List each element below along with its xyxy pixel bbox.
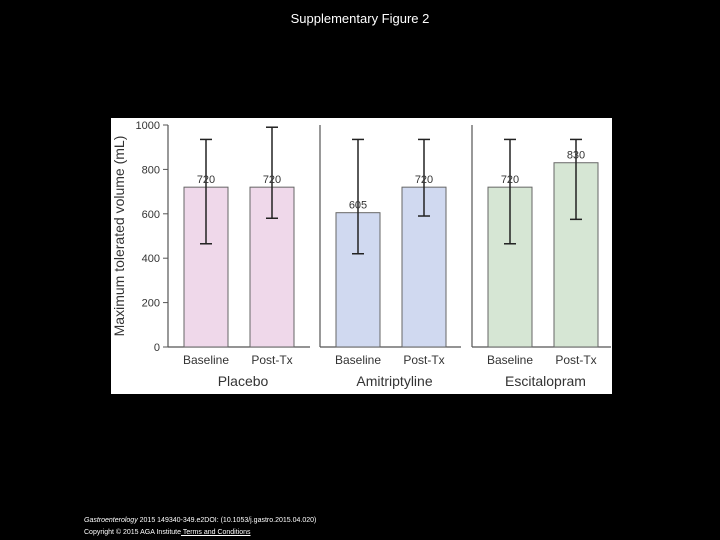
y-tick-label: 800 (142, 164, 160, 176)
y-tick-label: 200 (142, 298, 160, 310)
category-label: Post-Tx (555, 353, 596, 367)
terms-and-conditions-link[interactable]: Terms and Conditions (181, 529, 251, 536)
bar-chart-figure: Maximum tolerated volume (mL) 0 200 400 600 8… (111, 118, 612, 394)
y-tick-label: 0 (154, 342, 160, 354)
category-label: Post-Tx (403, 353, 444, 367)
y-tick-label: 1000 (136, 120, 160, 132)
category-label: Baseline (335, 353, 381, 367)
group-label: Amitriptyline (356, 373, 432, 389)
citation-footer: Gastroenterology 2015 149340-349.e2DOI: … (84, 515, 316, 539)
bar-value-label: 720 (263, 174, 281, 186)
y-tick-label: 400 (142, 253, 160, 265)
category-label: Baseline (183, 353, 229, 367)
category-label: Post-Tx (251, 353, 292, 367)
bar-value-label: 605 (349, 200, 367, 212)
copyright-text: Copyright © 2015 AGA Institute (84, 529, 181, 536)
group-label: Escitalopram (505, 373, 586, 389)
category-label: Baseline (487, 353, 533, 367)
citation-text: 2015 149340-349.e2DOI: (10.1053/j.gastro… (137, 517, 317, 524)
slide-title: Supplementary Figure 2 (290, 11, 430, 26)
bar (335, 212, 381, 348)
citation-line: Gastroenterology 2015 149340-349.e2DOI: … (84, 515, 316, 527)
bar-value-label: 720 (501, 174, 519, 186)
bar-value-label: 720 (415, 174, 433, 186)
y-tick-label: 600 (142, 209, 160, 221)
journal-name: Gastroenterology (84, 517, 138, 524)
copyright-line: Copyright © 2015 AGA Institute Terms and… (84, 527, 316, 539)
bar-value-label: 720 (197, 174, 215, 186)
bar-chart: Maximum tolerated volume (mL) 0 200 400 600 8… (111, 120, 611, 389)
bar-value-label: 830 (567, 150, 585, 162)
y-axis-label: Maximum tolerated volume (mL) (111, 136, 127, 337)
group-label: Placebo (218, 373, 269, 389)
